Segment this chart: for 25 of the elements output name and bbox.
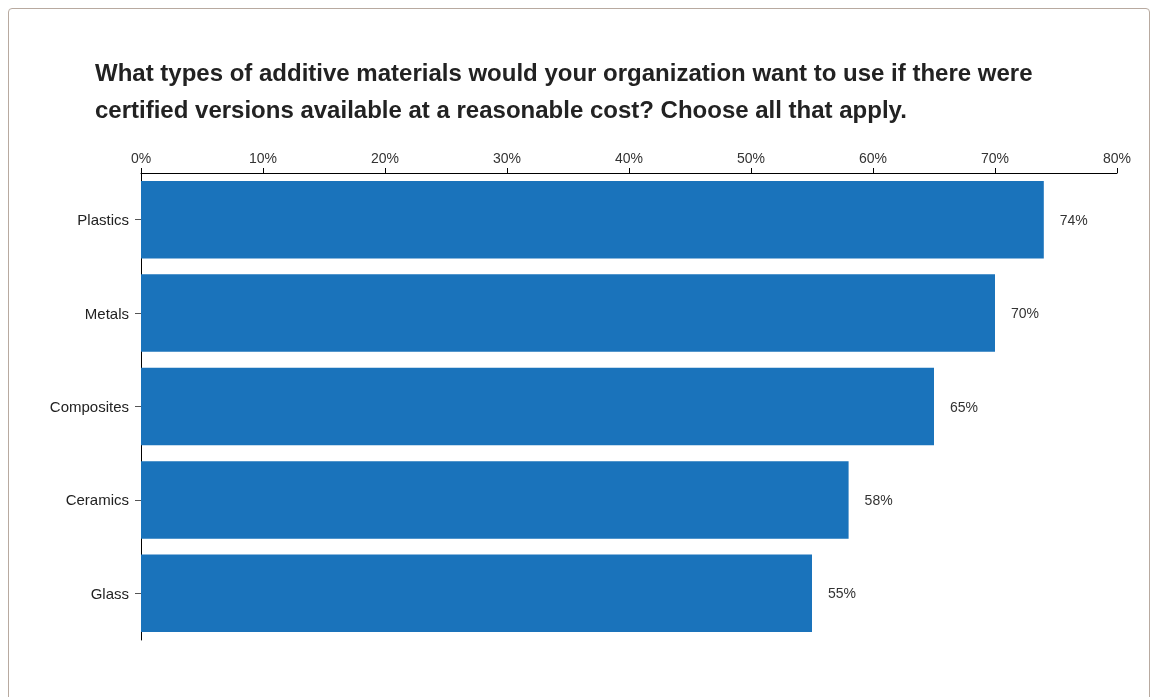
data-label: 58% — [864, 491, 893, 508]
x-tick-label: 30% — [492, 150, 522, 166]
data-label: 70% — [1011, 305, 1040, 322]
bar — [141, 274, 995, 352]
data-label: 65% — [950, 398, 979, 415]
bar — [141, 461, 849, 539]
data-label: 74% — [1059, 211, 1088, 228]
x-tick-label: 0% — [130, 150, 152, 166]
x-tick-label: 40% — [614, 150, 644, 166]
y-tick-label: Composites — [49, 398, 129, 415]
y-tick-label: Plastics — [77, 211, 129, 229]
bar — [141, 554, 812, 633]
x-tick-label: 20% — [370, 150, 400, 166]
bar — [141, 180, 1044, 259]
x-tick-label: 80% — [1102, 150, 1132, 166]
x-tick-label: 10% — [248, 150, 278, 166]
y-tick-label: Metals — [84, 304, 129, 322]
x-tick-label: 70% — [980, 150, 1010, 166]
x-tick-label: 60% — [858, 150, 888, 166]
data-label: 55% — [828, 585, 857, 602]
x-tick-label: 50% — [736, 150, 766, 166]
y-tick-label: Ceramics — [65, 491, 129, 509]
y-tick-label: Glass — [90, 584, 129, 602]
bar — [141, 367, 934, 446]
chart-title: What types of additive materials would your organization want to use if there were certified versions available at a reasonable cost? Choose all that apply. — [95, 58, 1034, 125]
